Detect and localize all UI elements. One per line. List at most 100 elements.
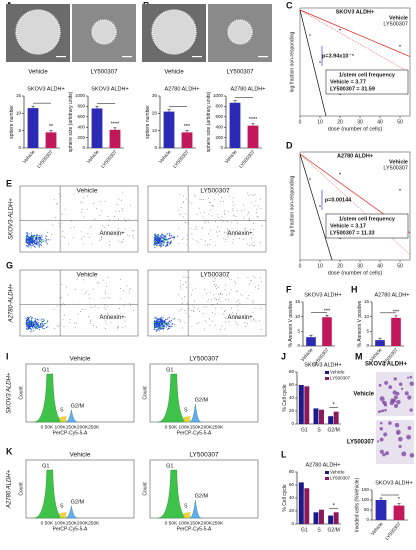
- event: [157, 241, 159, 243]
- invaded-cell: [379, 421, 383, 425]
- x-tick-label: 30: [357, 119, 363, 125]
- event: [222, 220, 224, 222]
- event: [161, 318, 163, 320]
- invaded-cell: [409, 453, 415, 458]
- event: [118, 228, 120, 230]
- event: [189, 308, 191, 310]
- event: [214, 298, 216, 300]
- event: [98, 239, 100, 241]
- event: [34, 320, 36, 322]
- event: [123, 239, 125, 240]
- chart-title: A2780 ALDH+: [305, 462, 340, 468]
- event: [103, 307, 105, 308]
- event: [166, 318, 168, 320]
- event: [228, 293, 230, 295]
- event: [25, 241, 27, 243]
- y-axis-label: Count: [142, 386, 148, 400]
- event: [27, 328, 29, 330]
- event: [46, 323, 48, 325]
- x-tick-label: Vehicle: [300, 347, 315, 363]
- event: [29, 235, 31, 237]
- event: [87, 233, 89, 235]
- invaded-cell: [383, 403, 388, 407]
- event: [228, 277, 230, 279]
- event: [204, 244, 206, 246]
- event: [38, 236, 40, 238]
- event: [159, 238, 161, 240]
- gate-label: Annexin+: [99, 315, 125, 321]
- x-tick-label: 50: [397, 263, 403, 269]
- panel-title: SKOV3 ALDH+: [365, 362, 407, 368]
- event: [74, 326, 76, 328]
- event: [211, 320, 213, 322]
- x-tick-label: 40: [377, 263, 383, 269]
- event: [232, 214, 234, 216]
- event: [28, 233, 30, 235]
- x-tick-label: 40: [377, 119, 383, 125]
- event: [26, 235, 28, 238]
- event: [192, 305, 194, 307]
- x-tick-label: LY500307: [172, 149, 191, 170]
- event: [34, 323, 36, 325]
- event: [197, 241, 199, 243]
- event: [252, 311, 254, 313]
- event: [81, 238, 83, 240]
- event: [163, 325, 165, 327]
- event: [41, 240, 43, 242]
- event: [194, 300, 196, 302]
- invaded-cell: [379, 396, 385, 402]
- invaded-cell: [396, 399, 401, 405]
- event: [180, 207, 182, 208]
- y-tick-label: 400: [77, 124, 85, 129]
- chart-title: A2780 ALDH+: [337, 153, 373, 159]
- y-axis-label: sphere size (arbitrary units): [68, 91, 74, 152]
- event: [185, 281, 187, 283]
- event: [169, 325, 171, 327]
- event: [30, 232, 32, 234]
- data-point: [399, 189, 401, 191]
- event: [123, 305, 125, 307]
- event: [186, 286, 187, 288]
- event: [81, 209, 83, 211]
- event: [191, 325, 193, 327]
- event: [215, 284, 217, 286]
- event: [28, 326, 30, 328]
- event: [124, 320, 126, 322]
- event: [36, 319, 39, 321]
- event: [156, 326, 158, 328]
- panel-letter: H: [351, 284, 358, 294]
- event: [154, 326, 157, 328]
- event: [224, 213, 226, 215]
- event: [30, 324, 32, 327]
- event: [168, 326, 170, 328]
- event: [81, 202, 83, 204]
- event: [235, 215, 237, 217]
- x-axis-label: dose (number of cells): [328, 126, 383, 132]
- event: [160, 322, 162, 324]
- peak-label: S: [184, 503, 188, 509]
- event: [249, 283, 251, 285]
- event: [29, 241, 31, 243]
- event: [73, 193, 75, 195]
- event: [159, 318, 161, 320]
- event: [225, 299, 227, 301]
- invaded-cell: [409, 375, 413, 379]
- event: [156, 321, 158, 323]
- event: [154, 247, 156, 249]
- event: [192, 289, 193, 291]
- x-tick-label: 10: [317, 119, 323, 125]
- event: [162, 242, 164, 244]
- bar: [298, 385, 304, 424]
- event: [221, 307, 223, 309]
- event: [232, 239, 234, 241]
- event: [38, 319, 40, 321]
- event: [56, 305, 58, 307]
- significance: *: [398, 497, 401, 503]
- event: [260, 242, 262, 244]
- event: [208, 233, 209, 235]
- event: [158, 323, 160, 325]
- event: [231, 222, 233, 224]
- event: [35, 242, 37, 245]
- event: [58, 222, 60, 224]
- event: [206, 244, 208, 246]
